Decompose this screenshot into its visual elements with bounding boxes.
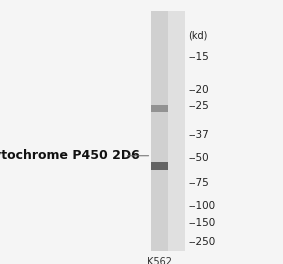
Bar: [151, 162, 168, 170]
Text: (kd): (kd): [188, 31, 207, 41]
Text: Cytochrome P450 2D6: Cytochrome P450 2D6: [0, 149, 140, 162]
Text: K562: K562: [147, 257, 171, 264]
Text: --100: --100: [188, 201, 215, 211]
Text: --150: --150: [188, 218, 215, 228]
Text: --20: --20: [188, 85, 209, 95]
Text: --37: --37: [188, 130, 209, 140]
Text: --75: --75: [188, 178, 209, 188]
Bar: [151, 11, 168, 251]
Bar: [168, 11, 185, 251]
Text: --25: --25: [188, 101, 209, 111]
Bar: [151, 105, 168, 111]
Text: --250: --250: [188, 237, 215, 247]
Text: --50: --50: [188, 153, 209, 163]
Text: --15: --15: [188, 52, 209, 62]
